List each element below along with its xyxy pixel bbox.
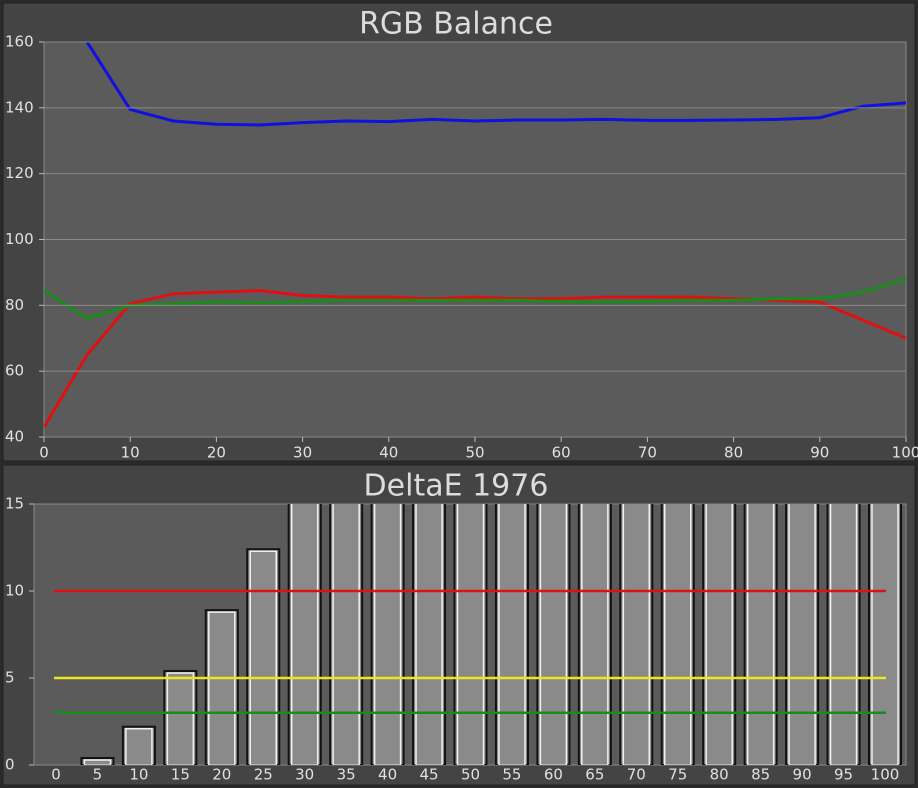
bar bbox=[619, 504, 654, 765]
x-tick-label: 85 bbox=[751, 766, 770, 784]
series-line bbox=[85, 42, 906, 127]
x-tick-label: 75 bbox=[668, 766, 687, 784]
y-tick-label: 40 bbox=[5, 428, 24, 446]
x-tick-label: 100 bbox=[871, 766, 900, 784]
x-tick-label: 100 bbox=[892, 444, 918, 462]
x-tick-label: 25 bbox=[254, 766, 273, 784]
x-tick-label: 80 bbox=[724, 444, 743, 462]
x-tick-label: 45 bbox=[420, 766, 439, 784]
x-tick-label: 15 bbox=[171, 766, 190, 784]
x-tick-label: 10 bbox=[129, 766, 148, 784]
x-tick-label: 80 bbox=[710, 766, 729, 784]
bar-highlight bbox=[166, 672, 195, 765]
y-tick-label: 80 bbox=[5, 296, 24, 314]
bar-highlight bbox=[249, 550, 277, 765]
x-tick-label: 50 bbox=[461, 766, 480, 784]
x-tick-label: 60 bbox=[552, 444, 571, 462]
y-tick-label: 5 bbox=[5, 669, 15, 687]
x-tick-label: 20 bbox=[212, 766, 231, 784]
x-tick-label: 5 bbox=[93, 766, 103, 784]
chart-title: RGB Balance bbox=[359, 7, 553, 42]
bar-highlight bbox=[208, 611, 236, 765]
bar bbox=[370, 504, 405, 765]
y-tick-label: 160 bbox=[5, 33, 34, 51]
x-tick-label: 55 bbox=[502, 766, 521, 784]
bar bbox=[80, 757, 115, 765]
y-tick-label: 140 bbox=[5, 98, 34, 116]
x-tick-label: 30 bbox=[293, 444, 312, 462]
x-tick-label: 0 bbox=[51, 766, 61, 784]
y-tick-label: 120 bbox=[5, 164, 34, 182]
x-tick-label: 70 bbox=[627, 766, 646, 784]
x-tick-label: 40 bbox=[378, 766, 397, 784]
x-tick-label: 40 bbox=[379, 444, 398, 462]
bar-highlight bbox=[125, 727, 153, 765]
x-tick-label: 20 bbox=[207, 444, 226, 462]
y-tick-label: 60 bbox=[5, 362, 24, 380]
x-tick-label: 65 bbox=[585, 766, 604, 784]
bar bbox=[204, 609, 239, 765]
x-tick-label: 35 bbox=[337, 766, 356, 784]
bar-highlight bbox=[83, 759, 112, 765]
x-tick-label: 0 bbox=[39, 444, 49, 462]
y-tick-label: 15 bbox=[5, 495, 24, 513]
y-tick-label: 0 bbox=[5, 756, 15, 774]
x-tick-label: 95 bbox=[834, 766, 853, 784]
bar bbox=[121, 725, 156, 765]
x-tick-label: 10 bbox=[121, 444, 140, 462]
bar bbox=[577, 504, 612, 765]
series-line bbox=[44, 277, 906, 321]
x-tick-label: 30 bbox=[295, 766, 314, 784]
bar bbox=[163, 670, 198, 765]
x-tick-label: 90 bbox=[793, 766, 812, 784]
x-tick-label: 90 bbox=[810, 444, 829, 462]
chart-title: DeltaE 1976 bbox=[364, 469, 549, 504]
x-tick-label: 60 bbox=[544, 766, 563, 784]
y-tick-label: 10 bbox=[5, 582, 24, 600]
plot bbox=[44, 42, 906, 428]
x-tick-label: 70 bbox=[638, 444, 657, 462]
bar bbox=[246, 548, 281, 765]
plot bbox=[54, 504, 902, 765]
bar bbox=[453, 504, 488, 765]
x-tick-label: 50 bbox=[465, 444, 484, 462]
y-tick-label: 100 bbox=[5, 230, 34, 248]
